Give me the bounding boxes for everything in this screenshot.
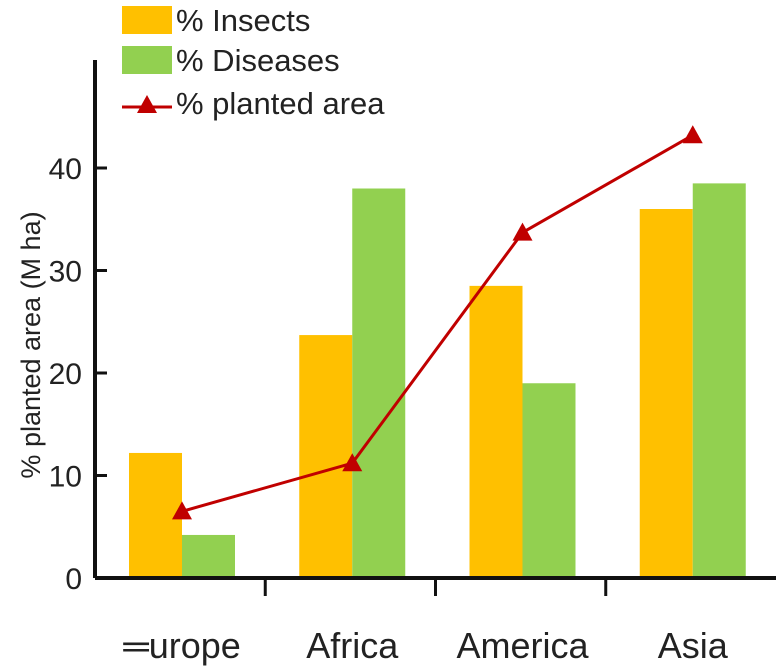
- bar-insects-africa: [299, 335, 353, 578]
- legend-swatch-marker: [137, 95, 157, 113]
- x-tick-label: America: [456, 625, 589, 666]
- legend-label: % planted area: [176, 86, 385, 121]
- bar-diseases-asia: [692, 183, 746, 578]
- legend-label: % Diseases: [176, 43, 340, 78]
- legend-swatch: [122, 46, 172, 74]
- bar-insects-america: [469, 285, 523, 578]
- y-tick-label: 10: [49, 461, 82, 494]
- legend-swatch: [122, 6, 172, 34]
- y-tick-label: 0: [65, 563, 82, 596]
- x-tick-label: Asia: [658, 625, 729, 666]
- y-tick-label: 30: [49, 256, 82, 289]
- bar-diseases-europe: [182, 534, 235, 578]
- marker-planted-area-asia: [682, 125, 703, 144]
- marker-planted-area-africa: [342, 453, 363, 472]
- plot-area: [129, 125, 746, 578]
- legend: % Insects % Diseases % planted area: [122, 3, 385, 121]
- y-axis: 0 10 20 30 40: [49, 60, 107, 596]
- bar-diseases-america: [522, 383, 576, 578]
- legend-label: % Insects: [176, 3, 310, 38]
- marker-planted-area-america: [512, 222, 533, 241]
- y-tick-label: 40: [49, 153, 82, 186]
- x-axis: ═urope Africa America Asia: [95, 576, 776, 666]
- x-tick-label: ═urope: [122, 625, 241, 666]
- bar-diseases-africa: [352, 188, 406, 578]
- bar-insects-europe: [129, 452, 182, 578]
- marker-planted-area-europe: [172, 501, 192, 520]
- bar-insects-asia: [639, 209, 693, 578]
- line-planted-area: [181, 133, 694, 513]
- y-tick-label: 20: [49, 358, 82, 391]
- x-tick-label: Africa: [306, 625, 399, 666]
- y-axis-label: % planted area (M ha): [16, 211, 46, 478]
